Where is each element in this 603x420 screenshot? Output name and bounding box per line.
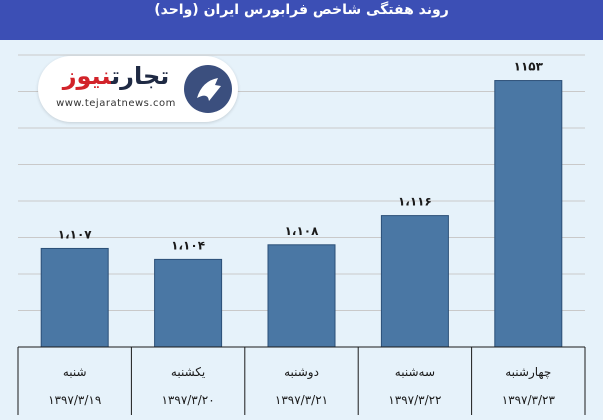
logo-badge: تجارتنیوز www.tejaratnews.com xyxy=(38,56,238,122)
data-label: ۱،۱۰۷ xyxy=(58,227,93,241)
category-label: چهارشنبه xyxy=(505,365,551,380)
category-label: سه‌شنبه xyxy=(395,365,435,379)
category-label: یکشنبه xyxy=(171,365,205,379)
category-label: شنبه xyxy=(63,365,87,379)
bar-chart: ۱،۱۰۷ شنبه ۱۳۹۷/۳/۱۹ ۱،۱۰۴ یکشنبه ۱۳۹۷/۳/۲۰ ۱،… xyxy=(17,54,586,415)
logo-url: www.tejaratnews.com xyxy=(56,98,176,109)
data-label: ۱،۱۰۴ xyxy=(171,238,205,252)
logo-brand-part-1: تجارت xyxy=(111,62,170,90)
logo-arrow-icon xyxy=(184,65,232,113)
data-label: ۱،۱۰۸ xyxy=(285,224,320,238)
bar xyxy=(494,80,563,348)
date-label: ۱۳۹۷/۳/۲۳ xyxy=(502,393,556,407)
bar xyxy=(40,247,109,348)
bar xyxy=(380,215,449,348)
chart-header: روند هفتگی شاخص فرابورس ایران (واحد) xyxy=(0,0,603,40)
chart-title: روند هفتگی شاخص فرابورس ایران (واحد) xyxy=(154,2,449,18)
data-label: ۱۱۵۳ xyxy=(514,60,544,74)
date-label: ۱۳۹۷/۳/۲۲ xyxy=(388,393,441,407)
bar xyxy=(267,244,336,348)
data-label: ۱،۱۱۶ xyxy=(398,195,432,209)
date-label: ۱۳۹۷/۳/۱۹ xyxy=(48,393,101,407)
date-label: ۱۳۹۷/۳/۲۰ xyxy=(161,393,214,407)
bar xyxy=(154,258,223,348)
logo-brand-part-2: نیوز xyxy=(62,62,112,90)
category-label: دوشنبه xyxy=(284,365,319,380)
logo-wordmark: تجارتنیوز xyxy=(50,62,182,90)
date-label: ۱۳۹۷/۳/۲۱ xyxy=(275,393,328,407)
